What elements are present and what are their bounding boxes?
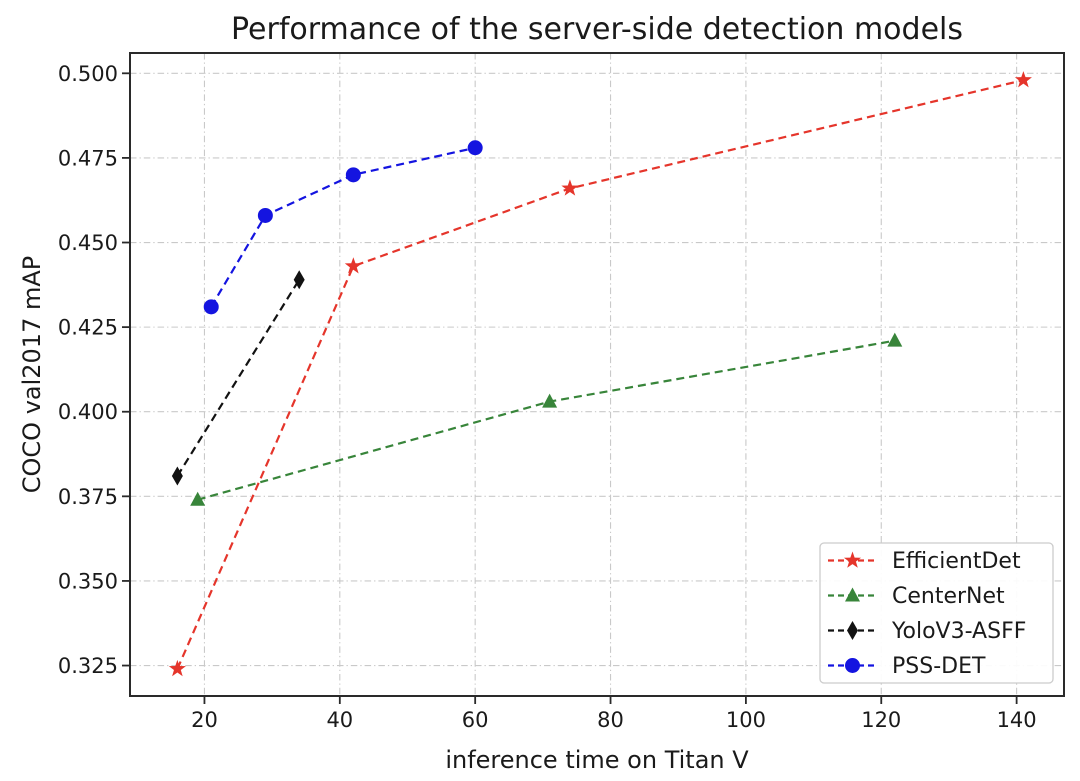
thin-diamond-marker-yolov3-asff: [171, 466, 183, 486]
plot-border: [129, 52, 1065, 697]
legend: EfficientDet CenterNet YoloV3-ASFF PSS-DET: [819, 542, 1054, 684]
triangle-up-icon: [845, 587, 860, 602]
chart-title: Performance of the server-side detection…: [231, 12, 963, 47]
legend-label-yolov3-asff: YoloV3-ASFF: [891, 619, 1026, 644]
y-tick-label-0.450: 0.450: [58, 231, 118, 255]
legend-entry-centernet: CenterNet: [828, 584, 1005, 609]
y-tick-label-0.500: 0.500: [58, 62, 118, 86]
circle-marker-pss-det: [467, 140, 483, 156]
circle-marker-pss-det: [257, 207, 273, 223]
x-tick-label-60: 60: [462, 708, 489, 732]
legend-box: [819, 542, 1054, 684]
star-marker-efficientdet: [561, 179, 579, 196]
legend-entry-pss-det: PSS-DET: [828, 654, 986, 679]
star-marker-efficientdet: [168, 659, 186, 677]
x-tick-label-40: 40: [326, 708, 353, 732]
circle-marker-pss-det: [345, 167, 361, 183]
y-tick-label-0.375: 0.375: [58, 485, 118, 509]
legend-label-centernet: CenterNet: [892, 584, 1005, 609]
y-tick-label-0.475: 0.475: [58, 146, 118, 170]
x-tick-label-20: 20: [191, 708, 218, 732]
tick-layer: 20 40 60 80 100 120 140 0.500 0.475 0.450 0.425 0.4…: [58, 62, 1037, 732]
series-pss-det-line: [210, 146, 476, 308]
x-tick-label-100: 100: [726, 708, 766, 732]
x-tick-label-120: 120: [861, 708, 901, 732]
star-marker-efficientdet: [344, 257, 362, 274]
thin-diamond-icon: [847, 621, 858, 640]
legend-entry-efficientdet: EfficientDet: [828, 549, 1021, 574]
x-axis-label: inference time on Titan V: [445, 746, 749, 774]
legend-label-efficientdet: EfficientDet: [892, 549, 1021, 574]
y-tick-label-0.325: 0.325: [58, 654, 118, 678]
series-yolov3-asff-line: [176, 279, 301, 477]
y-tick-label-0.350: 0.350: [58, 569, 118, 593]
star-marker-efficientdet: [1014, 71, 1032, 88]
x-tick-label-140: 140: [997, 708, 1037, 732]
legend-label-pss-det: PSS-DET: [892, 654, 986, 679]
y-axis-label: COCO val2017 mAP: [18, 256, 46, 493]
series-centernet-line: [197, 339, 895, 501]
y-tick-label-0.400: 0.400: [58, 400, 118, 424]
thin-diamond-marker-yolov3-asff: [293, 270, 305, 290]
star-icon: [843, 551, 862, 568]
series-efficientdet-line: [176, 79, 1024, 670]
series-layer: [168, 71, 1032, 677]
circle-marker-pss-det: [203, 299, 219, 315]
x-tick-label-80: 80: [597, 708, 624, 732]
triangle-up-marker-centernet: [887, 332, 903, 347]
circle-icon: [845, 658, 860, 673]
y-tick-label-0.425: 0.425: [58, 316, 118, 340]
triangle-up-marker-centernet: [542, 393, 558, 408]
legend-entry-yolov3-asff: YoloV3-ASFF: [828, 619, 1026, 644]
triangle-up-marker-centernet: [190, 491, 206, 506]
